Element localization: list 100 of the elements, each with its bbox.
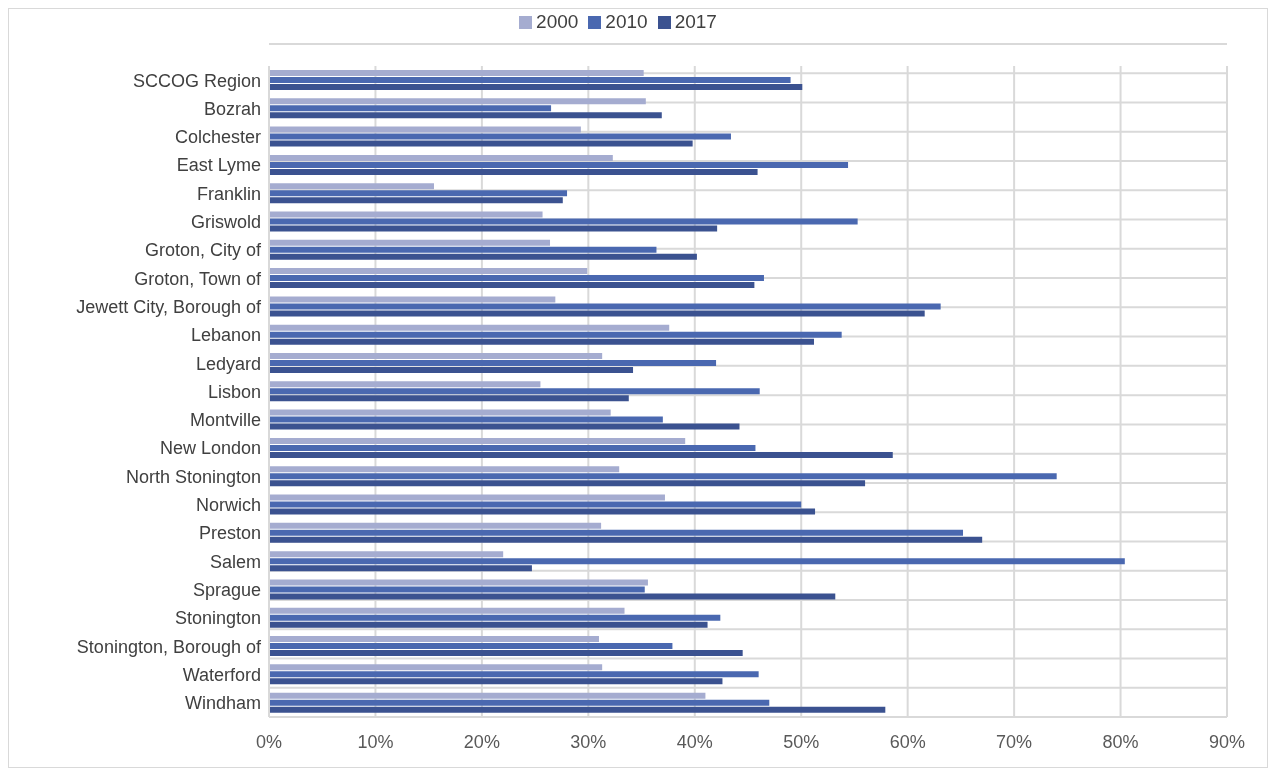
y-tick-label: Sprague xyxy=(192,580,261,601)
bar xyxy=(269,253,697,260)
bar xyxy=(269,473,1057,480)
bar xyxy=(269,636,599,643)
bar xyxy=(269,593,836,600)
y-tick-label: Waterford xyxy=(182,664,261,685)
bar xyxy=(269,650,743,657)
y-tick-label: Windham xyxy=(184,693,261,714)
bar xyxy=(269,353,603,360)
bar xyxy=(269,218,858,225)
y-tick-label: Preston xyxy=(198,523,261,544)
bar xyxy=(269,480,866,487)
bar xyxy=(269,699,770,706)
bar xyxy=(269,324,670,331)
x-tick-label: 70% xyxy=(996,731,1033,752)
bar xyxy=(269,140,693,147)
bar xyxy=(269,211,543,218)
y-tick-label: Stonington xyxy=(174,608,261,629)
bar xyxy=(269,565,532,572)
x-tick-label: 60% xyxy=(889,731,926,752)
x-tick-label: 20% xyxy=(463,731,500,752)
bar xyxy=(269,614,721,621)
legend-label: 2000 xyxy=(536,11,579,32)
x-tick-label: 0% xyxy=(255,731,283,752)
bar xyxy=(269,643,673,650)
bar xyxy=(269,69,644,76)
bar xyxy=(269,98,646,105)
bar xyxy=(269,536,983,543)
y-tick-label: Griswold xyxy=(190,212,261,233)
y-tick-label: Bozrah xyxy=(203,98,261,119)
bar xyxy=(269,268,588,275)
bar xyxy=(269,388,760,395)
bar xyxy=(269,664,603,671)
bar xyxy=(269,451,893,458)
bar xyxy=(269,133,731,140)
bar xyxy=(269,183,434,190)
y-tick-label: New London xyxy=(159,438,261,459)
x-tick-label: 40% xyxy=(676,731,713,752)
bar xyxy=(269,706,886,713)
bar xyxy=(269,105,552,112)
bar xyxy=(269,190,568,197)
bar xyxy=(269,586,645,593)
bar xyxy=(269,416,663,423)
y-tick-label: North Stonington xyxy=(125,466,261,487)
y-tick-label: Colchester xyxy=(174,127,261,148)
bar xyxy=(269,282,755,289)
bar xyxy=(269,692,706,699)
legend-label: 2010 xyxy=(605,11,648,32)
bar xyxy=(269,338,814,345)
bar xyxy=(269,551,504,558)
y-tick-label: Groton, City of xyxy=(144,240,262,261)
x-tick-label: 10% xyxy=(357,731,394,752)
y-tick-label: Salem xyxy=(209,551,261,572)
y-tick-label: Ledyard xyxy=(195,353,261,374)
y-tick-label: Jewett City, Borough of xyxy=(76,296,262,317)
bar xyxy=(269,522,602,529)
bar xyxy=(269,112,662,119)
y-tick-label: Stonington, Borough of xyxy=(76,636,262,657)
bar xyxy=(269,381,541,388)
y-tick-label: Lebanon xyxy=(190,325,261,346)
bar xyxy=(269,197,563,204)
bar xyxy=(269,239,551,246)
bar xyxy=(269,331,842,338)
bar xyxy=(269,621,708,628)
y-tick-label: Montville xyxy=(189,410,261,431)
bar xyxy=(269,508,816,515)
bar xyxy=(269,367,634,374)
y-tick-label: Groton, Town of xyxy=(134,268,262,289)
bar xyxy=(269,310,925,317)
bar xyxy=(269,161,849,168)
x-tick-label: 30% xyxy=(570,731,607,752)
y-tick-label: Franklin xyxy=(196,183,261,204)
bar xyxy=(269,494,665,501)
bar xyxy=(269,444,756,451)
bar xyxy=(269,225,718,232)
bar xyxy=(269,168,758,175)
bar xyxy=(269,466,620,473)
bar xyxy=(269,303,941,310)
bar xyxy=(269,126,581,133)
x-tick-label: 90% xyxy=(1208,731,1246,752)
bar xyxy=(269,275,764,282)
bar xyxy=(269,76,791,83)
y-tick-label: Norwich xyxy=(195,495,261,516)
bar xyxy=(269,154,613,161)
x-tick-label: 80% xyxy=(1102,731,1139,752)
bar xyxy=(269,409,611,416)
x-tick-label: 50% xyxy=(783,731,820,752)
bar xyxy=(269,501,802,508)
bar xyxy=(269,607,625,614)
bar xyxy=(269,395,629,402)
bar xyxy=(269,423,740,430)
bar xyxy=(269,296,556,303)
bar xyxy=(269,678,723,685)
y-tick-label: East Lyme xyxy=(176,155,261,176)
bar xyxy=(269,558,1125,565)
bar xyxy=(269,671,759,678)
y-tick-label: Lisbon xyxy=(207,381,261,402)
bar xyxy=(269,437,686,444)
bar xyxy=(269,529,964,536)
bar xyxy=(269,360,717,367)
